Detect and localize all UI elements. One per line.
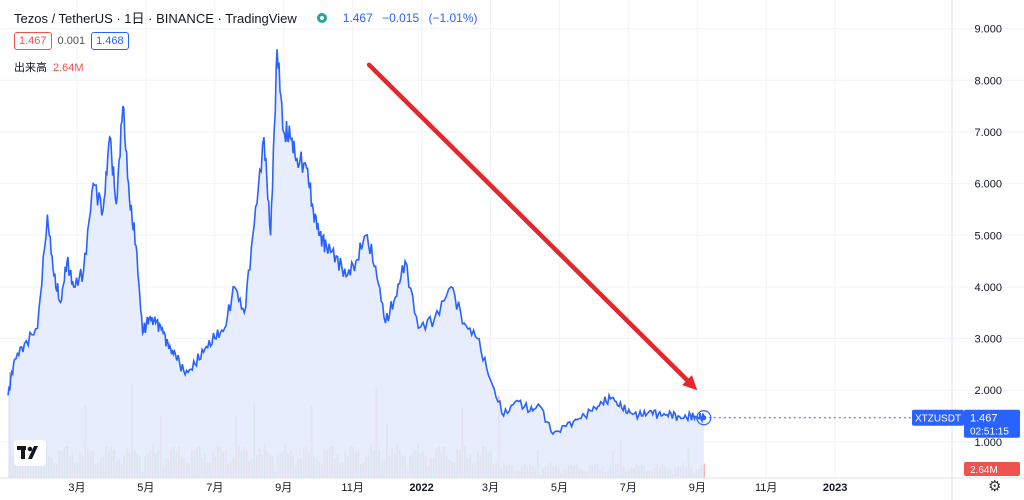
x-tick-label: 11月 — [341, 482, 363, 494]
price-change-pct: (−1.01%) — [428, 10, 478, 25]
volume-tag: 2.64M — [970, 465, 998, 476]
last-price-marker — [696, 410, 712, 426]
x-tick-label: 3月 — [68, 482, 85, 494]
x-tick-label: 5月 — [137, 482, 154, 494]
x-tick-label: 2022 — [409, 482, 433, 494]
x-tick-label: 7月 — [620, 482, 637, 494]
price-change: −0.015 — [382, 10, 420, 25]
axis-price-tags: XTZUSDT 1.467 02:51:15 2.64M — [912, 409, 1020, 476]
sell-button[interactable]: 1.467 — [14, 32, 52, 50]
symbol-tag: XTZUSDT — [915, 414, 961, 425]
trend-arrow — [366, 62, 698, 391]
volume-tag-bg — [964, 462, 1020, 476]
last-price: 1.467 — [342, 10, 373, 25]
last-price-dot — [701, 415, 707, 421]
y-tick-label: 7.000 — [974, 127, 1002, 139]
last-price-tag: 1.467 — [970, 413, 998, 425]
x-tick-label: 11月 — [755, 482, 777, 494]
x-tick-label: 3月 — [482, 482, 499, 494]
x-tick-label: 9月 — [275, 482, 292, 494]
x-tick-label: 9月 — [689, 482, 706, 494]
arrow-shaft — [366, 62, 691, 384]
countdown-tag: 02:51:15 — [970, 427, 1009, 438]
tradingview-logo-icon[interactable] — [14, 440, 46, 466]
spread-value: 0.001 — [57, 35, 86, 47]
market-status-dot-icon — [316, 12, 327, 23]
y-tick-label: 8.000 — [974, 75, 1002, 87]
chart-header: Tezos / TetherUS · 1日 · BINANCE · Tradin… — [14, 8, 484, 27]
y-tick-label: 5.000 — [974, 230, 1002, 242]
symbol-title[interactable]: Tezos / TetherUS · 1日 · BINANCE · Tradin… — [14, 11, 297, 26]
symbol-tag-bg — [912, 409, 964, 426]
x-tick-label: 7月 — [206, 482, 223, 494]
x-tick-label: 2023 — [823, 482, 847, 494]
quote-info: 1.467 −0.015 (−1.01%) — [343, 11, 484, 25]
bid-ask-panel: 1.467 0.001 1.468 — [14, 32, 129, 50]
y-tick-label: 2.000 — [974, 385, 1002, 397]
y-tick-label: 1.000 — [974, 437, 1002, 449]
y-tick-label: 6.000 — [974, 179, 1002, 191]
y-tick-label: 4.000 — [974, 282, 1002, 294]
volume-bar — [703, 463, 705, 478]
gear-icon[interactable]: ⚙ — [988, 478, 1002, 495]
arrow-head — [682, 375, 698, 391]
volume-value: 2.64M — [53, 62, 84, 74]
x-axis[interactable]: 3月 5月 7月 9月 11月 2022 3月 5月 7月 9月 11月 2023 — [0, 477, 1024, 494]
y-tick-label: 9.000 — [974, 24, 1002, 36]
volume-label: 出来高 — [14, 62, 47, 74]
x-tick-label: 5月 — [551, 482, 568, 494]
volume-legend[interactable]: 出来高 2.64M — [14, 59, 84, 75]
price-line — [7, 49, 705, 436]
y-tick-label: 3.000 — [974, 334, 1002, 346]
last-price-tag-bg — [964, 409, 1020, 438]
buy-button[interactable]: 1.468 — [91, 32, 129, 50]
